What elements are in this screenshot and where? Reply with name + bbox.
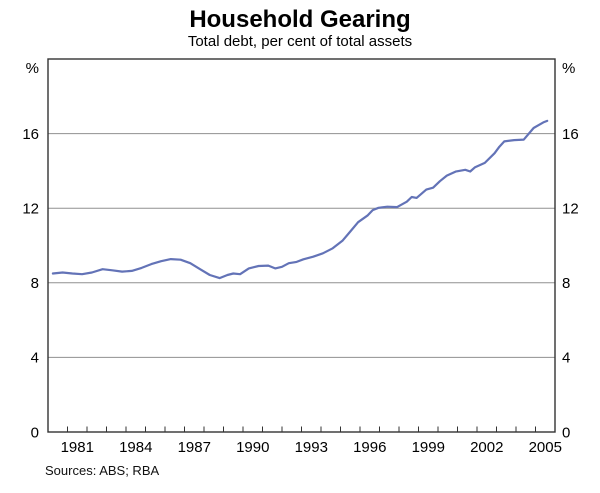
series-line xyxy=(51,119,549,280)
chart-subtitle: Total debt, per cent of total assets xyxy=(187,33,413,50)
y-axis-label-right: 12 xyxy=(562,201,579,218)
x-axis-label: 1987 xyxy=(178,439,211,456)
y-axis-label-right: 0 xyxy=(562,424,570,441)
x-axis-label: 1990 xyxy=(236,439,269,456)
x-axis-label: 1993 xyxy=(295,439,328,456)
frame-rect xyxy=(47,58,556,433)
y-axis-label-right: 16 xyxy=(562,126,579,143)
x-axis-labels: 1981 1984 1987 1990 1993 1996 1999 2002 2005 xyxy=(61,439,562,456)
y-axis-label-left: 16 xyxy=(22,126,39,143)
y-unit-right: % xyxy=(562,60,575,77)
plot-frame xyxy=(47,58,556,433)
y-axis-label-left: 4 xyxy=(31,350,39,367)
y-axis-label-left: 0 xyxy=(31,424,39,441)
x-axis-label: 2002 xyxy=(470,439,503,456)
y-axis-label-right: 8 xyxy=(562,275,570,292)
data-line xyxy=(51,119,549,280)
y-unit-left: % xyxy=(26,60,39,77)
x-axis-label: 1984 xyxy=(119,439,152,456)
chart-title: Household Gearing xyxy=(189,6,411,33)
y-axis-label-left: 12 xyxy=(22,201,39,218)
source-note: Sources: ABS; RBA xyxy=(45,463,160,478)
y-axis-labels-right: 0 4 8 12 16 xyxy=(562,126,579,441)
x-axis-label: 1996 xyxy=(353,439,386,456)
y-axis-label-right: 4 xyxy=(562,350,570,367)
y-axis-label-left: 8 xyxy=(31,275,39,292)
y-axis-unit-labels: %% xyxy=(26,60,576,77)
x-axis-label: 2005 xyxy=(529,439,562,456)
x-axis-label: 1999 xyxy=(412,439,445,456)
gridlines xyxy=(48,133,555,358)
x-axis-label: 1981 xyxy=(61,439,94,456)
y-axis-labels-left: 0 4 8 12 16 xyxy=(22,126,39,441)
x-axis-ticks xyxy=(67,426,536,432)
